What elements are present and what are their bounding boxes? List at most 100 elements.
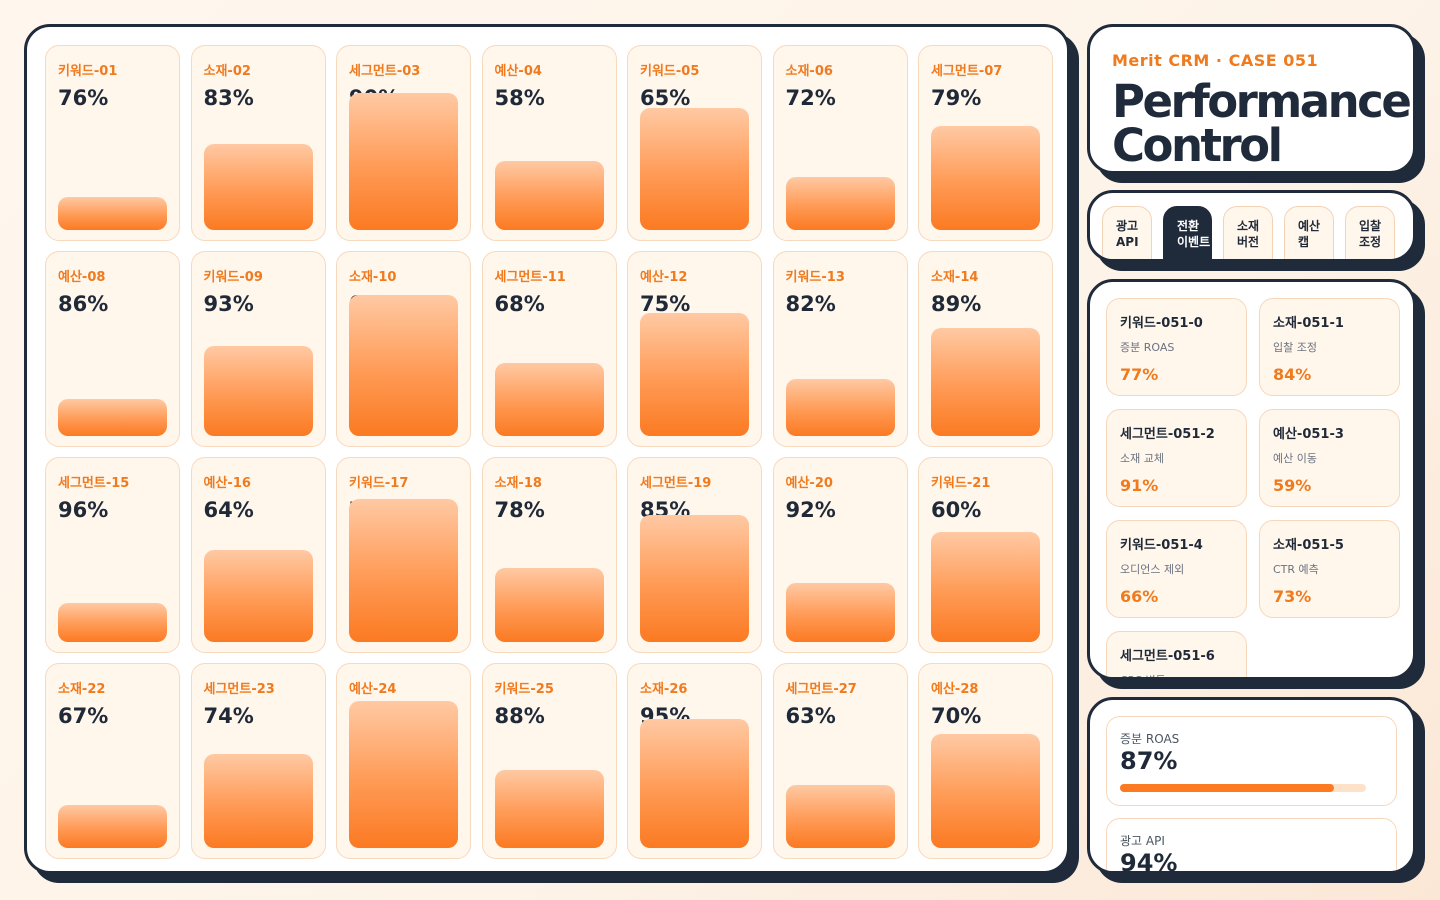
card-bar bbox=[349, 499, 458, 642]
card-label: 세그먼트-27 bbox=[785, 682, 857, 697]
card-bar bbox=[785, 379, 895, 436]
performance-card[interactable]: 세그먼트-15 96% bbox=[45, 457, 180, 653]
performance-card[interactable]: 키워드-01 76% bbox=[45, 45, 180, 241]
item-card[interactable]: 세그먼트-051-6 CPC 변동 bbox=[1106, 631, 1247, 677]
performance-card[interactable]: 세그먼트-27 63% bbox=[772, 663, 908, 859]
card-label: 소재-22 bbox=[58, 682, 106, 697]
card-value: 78% bbox=[494, 498, 545, 522]
card-value: 64% bbox=[203, 498, 254, 522]
card-label: 키워드-01 bbox=[58, 64, 118, 79]
item-subtitle: 증분 ROAS bbox=[1120, 341, 1175, 354]
performance-card[interactable]: 소재-06 72% bbox=[772, 45, 908, 241]
performance-card[interactable]: 예산-20 92% bbox=[772, 457, 908, 653]
item-card[interactable]: 예산-051-3 예산 이동 59% bbox=[1259, 409, 1400, 507]
performance-card[interactable]: 예산-2481% bbox=[336, 663, 471, 859]
item-title: 세그먼트-051-2 bbox=[1120, 427, 1215, 442]
card-label: 예산-28 bbox=[931, 682, 979, 697]
card-label: 키워드-09 bbox=[203, 270, 263, 285]
card-bar bbox=[931, 328, 1040, 436]
card-label: 예산-24 bbox=[349, 682, 397, 697]
item-value: 66% bbox=[1120, 587, 1159, 606]
performance-card[interactable]: 키워드-25 88% bbox=[481, 663, 617, 859]
card-bar bbox=[785, 583, 895, 642]
performance-card[interactable]: 소재-1000% bbox=[336, 251, 471, 447]
performance-card[interactable]: 예산-08 86% bbox=[45, 251, 180, 447]
card-value: 82% bbox=[785, 292, 836, 316]
card-bar bbox=[58, 399, 167, 436]
card-value: 79% bbox=[931, 86, 982, 110]
tab-4[interactable]: 입찰 조정 bbox=[1345, 206, 1395, 259]
card-bar bbox=[785, 785, 895, 848]
performance-card[interactable]: 세그먼트-23 74% bbox=[190, 663, 326, 859]
card-value: 63% bbox=[785, 704, 836, 728]
card-label: 세그먼트-11 bbox=[494, 270, 566, 285]
card-value: 65% bbox=[640, 86, 691, 110]
card-label: 세그먼트-07 bbox=[931, 64, 1003, 79]
performance-card[interactable]: 키워드-05 65% bbox=[627, 45, 762, 241]
performance-card[interactable]: 소재-14 89% bbox=[918, 251, 1053, 447]
card-label: 예산-04 bbox=[494, 64, 542, 79]
item-title: 소재-051-5 bbox=[1273, 538, 1344, 553]
performance-card[interactable]: 키워드-13 82% bbox=[772, 251, 908, 447]
card-label: 소재-14 bbox=[931, 270, 979, 285]
item-card[interactable]: 세그먼트-051-2 소재 교체 91% bbox=[1106, 409, 1247, 507]
item-card[interactable]: 소재-051-5 CTR 예측 73% bbox=[1259, 520, 1400, 618]
performance-card[interactable]: 소재-26 95% bbox=[627, 663, 762, 859]
card-value: 83% bbox=[203, 86, 254, 110]
performance-card[interactable]: 예산-12 75% bbox=[627, 251, 762, 447]
performance-card[interactable]: 키워드-1771% bbox=[336, 457, 471, 653]
performance-card[interactable]: 예산-04 58% bbox=[481, 45, 617, 241]
card-value: 58% bbox=[494, 86, 545, 110]
card-bar bbox=[640, 719, 749, 848]
item-card[interactable]: 소재-051-1 입찰 조정 84% bbox=[1259, 298, 1400, 396]
card-label: 소재-18 bbox=[494, 476, 542, 491]
item-value: 73% bbox=[1273, 587, 1312, 606]
card-label: 소재-10 bbox=[349, 270, 397, 285]
tab-3[interactable]: 예산 캡 bbox=[1284, 206, 1334, 259]
card-bar bbox=[785, 177, 895, 230]
item-list: 키워드-051-0 증분 ROAS 77% 소재-051-1 입찰 조정 84% 세그먼트-… bbox=[1106, 298, 1400, 677]
performance-card[interactable]: 소재-02 83% bbox=[190, 45, 326, 241]
card-bar bbox=[58, 197, 167, 230]
performance-card[interactable]: 키워드-09 93% bbox=[190, 251, 326, 447]
card-label: 예산-08 bbox=[58, 270, 106, 285]
performance-card[interactable]: 세그먼트-07 79% bbox=[918, 45, 1053, 241]
item-subtitle: CPC 변동 bbox=[1120, 672, 1166, 677]
performance-card[interactable]: 키워드-21 60% bbox=[918, 457, 1053, 653]
performance-card[interactable]: 예산-28 70% bbox=[918, 663, 1053, 859]
tab-0[interactable]: 광고 API bbox=[1102, 206, 1152, 259]
card-bar bbox=[494, 770, 604, 848]
card-label: 예산-12 bbox=[640, 270, 688, 285]
card-label: 키워드-25 bbox=[494, 682, 554, 697]
item-card[interactable]: 키워드-051-4 오디언스 제외 66% bbox=[1106, 520, 1247, 618]
card-bar bbox=[58, 805, 167, 848]
card-value: 74% bbox=[203, 704, 254, 728]
card-value: 96% bbox=[58, 498, 109, 522]
card-value: 68% bbox=[494, 292, 545, 316]
metrics-panel: 증분 ROAS 87% 광고 API 94% bbox=[1087, 697, 1416, 874]
card-value: 89% bbox=[931, 292, 982, 316]
card-value: 76% bbox=[58, 86, 109, 110]
item-value: 77% bbox=[1120, 365, 1159, 384]
metric-card: 광고 API 94% bbox=[1106, 818, 1397, 871]
card-bar bbox=[640, 515, 749, 642]
items-panel: 키워드-051-0 증분 ROAS 77% 소재-051-1 입찰 조정 84% 세그먼트-… bbox=[1087, 279, 1416, 680]
performance-card[interactable]: 소재-22 67% bbox=[45, 663, 180, 859]
metric-progress-track bbox=[1120, 784, 1366, 792]
card-bar bbox=[203, 550, 313, 642]
card-bar bbox=[494, 363, 604, 436]
performance-card[interactable]: 예산-16 64% bbox=[190, 457, 326, 653]
tab-2[interactable]: 소재 버전 bbox=[1223, 206, 1273, 259]
performance-card[interactable]: 세그먼트-19 85% bbox=[627, 457, 762, 653]
item-card[interactable]: 키워드-051-0 증분 ROAS 77% bbox=[1106, 298, 1247, 396]
performance-card[interactable]: 세그먼트-11 68% bbox=[481, 251, 617, 447]
performance-card[interactable]: 세그먼트-0390% bbox=[336, 45, 471, 241]
item-subtitle: 입찰 조정 bbox=[1273, 341, 1317, 354]
tab-1[interactable]: 전환 이벤트 bbox=[1163, 206, 1212, 259]
card-bar bbox=[203, 754, 313, 848]
item-value: 59% bbox=[1273, 476, 1312, 495]
card-bar bbox=[931, 734, 1040, 848]
performance-card[interactable]: 소재-18 78% bbox=[481, 457, 617, 653]
card-value: 88% bbox=[494, 704, 545, 728]
card-bar bbox=[640, 108, 749, 230]
